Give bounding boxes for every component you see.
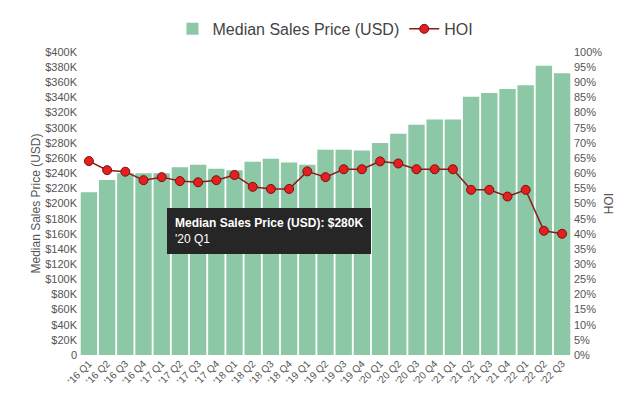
svg-text:0%: 0% (574, 349, 590, 361)
svg-text:20%: 20% (574, 288, 596, 300)
svg-text:0: 0 (71, 349, 77, 361)
svg-text:'17 Q1: '17 Q1 (138, 358, 167, 387)
svg-text:85%: 85% (574, 91, 596, 103)
svg-text:45%: 45% (574, 213, 596, 225)
svg-text:$120K: $120K (45, 258, 77, 270)
svg-text:25%: 25% (574, 273, 596, 285)
svg-text:$400K: $400K (45, 46, 77, 58)
svg-text:$240K: $240K (45, 167, 77, 179)
svg-text:90%: 90% (574, 76, 596, 88)
svg-text:15%: 15% (574, 303, 596, 315)
svg-text:65%: 65% (574, 152, 596, 164)
svg-text:Median Sales Price (USD): $280: Median Sales Price (USD): $280K'20 Q1 (175, 216, 363, 246)
svg-text:60%: 60% (574, 167, 596, 179)
svg-text:80%: 80% (574, 106, 596, 118)
svg-text:30%: 30% (574, 258, 596, 270)
svg-text:40%: 40% (574, 228, 596, 240)
svg-text:'20 Q1: '20 Q1 (357, 358, 386, 387)
svg-text:$180K: $180K (45, 213, 77, 225)
svg-text:35%: 35% (574, 243, 596, 255)
svg-text:$140K: $140K (45, 243, 77, 255)
svg-text:'20 Q2: '20 Q2 (375, 358, 404, 387)
svg-text:10%: 10% (574, 319, 596, 331)
svg-text:HOI: HOI (602, 193, 616, 214)
svg-text:'18 Q2: '18 Q2 (229, 358, 258, 387)
svg-text:Median Sales Price (USD): Median Sales Price (USD) (213, 21, 400, 38)
svg-text:'22 Q3: '22 Q3 (539, 358, 568, 387)
svg-text:'21 Q1: '21 Q1 (429, 358, 458, 387)
svg-text:$300K: $300K (45, 122, 77, 134)
svg-text:$280K: $280K (45, 137, 77, 149)
svg-text:HOI: HOI (444, 21, 472, 38)
svg-text:'16 Q3: '16 Q3 (102, 358, 131, 387)
svg-text:'19 Q2: '19 Q2 (302, 358, 331, 387)
svg-text:$160K: $160K (45, 228, 77, 240)
svg-text:$100K: $100K (45, 273, 77, 285)
svg-text:75%: 75% (574, 122, 596, 134)
svg-text:'16 Q4: '16 Q4 (120, 358, 149, 387)
svg-text:'16 Q2: '16 Q2 (84, 358, 113, 387)
svg-text:$40K: $40K (51, 319, 77, 331)
svg-text:$320K: $320K (45, 106, 77, 118)
svg-text:'22 Q2: '22 Q2 (520, 358, 549, 387)
svg-text:$200K: $200K (45, 197, 77, 209)
svg-text:Median Sales Price (USD): Median Sales Price (USD) (29, 133, 43, 273)
svg-text:'19 Q3: '19 Q3 (320, 358, 349, 387)
svg-text:'19 Q1: '19 Q1 (284, 358, 313, 387)
svg-text:$80K: $80K (51, 288, 77, 300)
svg-text:95%: 95% (574, 61, 596, 73)
svg-text:$380K: $380K (45, 61, 77, 73)
svg-text:'21 Q3: '21 Q3 (466, 358, 495, 387)
svg-text:'20 Q3: '20 Q3 (393, 358, 422, 387)
svg-text:70%: 70% (574, 137, 596, 149)
svg-text:$60K: $60K (51, 303, 77, 315)
svg-text:'19 Q4: '19 Q4 (338, 358, 367, 387)
svg-text:'17 Q3: '17 Q3 (175, 358, 204, 387)
svg-text:'21 Q2: '21 Q2 (448, 358, 477, 387)
svg-text:'18 Q4: '18 Q4 (266, 358, 295, 387)
svg-text:$260K: $260K (45, 152, 77, 164)
svg-text:'18 Q1: '18 Q1 (211, 358, 240, 387)
svg-text:'21 Q4: '21 Q4 (484, 358, 513, 387)
svg-text:$360K: $360K (45, 76, 77, 88)
svg-text:'17 Q2: '17 Q2 (156, 358, 185, 387)
svg-text:'16 Q1: '16 Q1 (65, 358, 94, 387)
svg-text:'18 Q3: '18 Q3 (247, 358, 276, 387)
svg-text:55%: 55% (574, 182, 596, 194)
svg-text:$340K: $340K (45, 91, 77, 103)
svg-text:5%: 5% (574, 334, 590, 346)
svg-text:'22 Q1: '22 Q1 (502, 358, 531, 387)
svg-text:'17 Q4: '17 Q4 (193, 358, 222, 387)
svg-text:'20 Q4: '20 Q4 (411, 358, 440, 387)
svg-text:100%: 100% (574, 46, 602, 58)
svg-text:$220K: $220K (45, 182, 77, 194)
svg-text:$20K: $20K (51, 334, 77, 346)
svg-text:50%: 50% (574, 197, 596, 209)
